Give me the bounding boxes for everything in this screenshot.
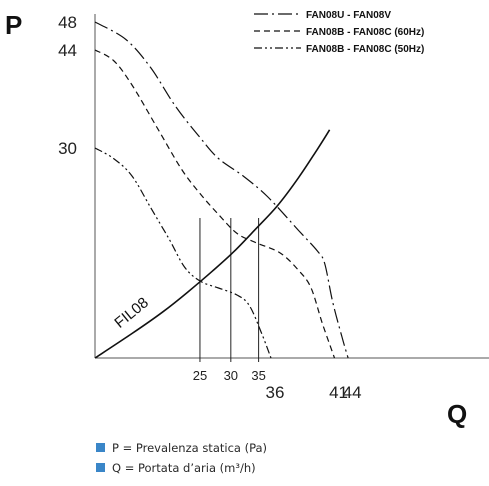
note-swatch — [96, 463, 105, 472]
series-line — [94, 21, 349, 359]
series-line — [94, 49, 336, 359]
note-item-pressure: P = Prevalenza statica (Pa) — [96, 438, 267, 457]
x-tick-label-upper: 35 — [251, 368, 265, 383]
legend-notes: P = Prevalenza statica (Pa) Q = Portata … — [96, 438, 267, 478]
x-tick-label-upper: 30 — [224, 368, 238, 383]
note-text-pressure: P = Prevalenza statica (Pa) — [112, 440, 268, 455]
filter-curve-label: FIL08 — [111, 294, 151, 331]
x-tick-label-upper: 25 — [193, 368, 207, 383]
filter-curve — [94, 129, 331, 359]
y-tick-label: 30 — [58, 139, 77, 158]
y-axis-label: P — [5, 10, 22, 40]
legend-label: FAN08B - FAN08C (60Hz) — [306, 27, 424, 38]
y-tick-label: 44 — [58, 41, 77, 60]
note-item-flow: Q = Portata d’aria (m³/h) — [96, 458, 267, 477]
legend-label: FAN08B - FAN08C (50Hz) — [306, 44, 424, 55]
x-axis-label: Q — [447, 399, 467, 429]
legend-label: FAN08U - FAN08V — [306, 10, 391, 21]
series-line — [94, 147, 272, 359]
note-swatch — [96, 443, 105, 452]
x-tick-label-lower: 36 — [265, 383, 284, 402]
note-text-flow: Q = Portata d’aria (m³/h) — [112, 460, 256, 475]
x-tick-label-lower: 41 — [329, 383, 348, 402]
y-tick-label: 48 — [58, 13, 77, 32]
x-tick-label-lower: 44 — [343, 383, 362, 402]
